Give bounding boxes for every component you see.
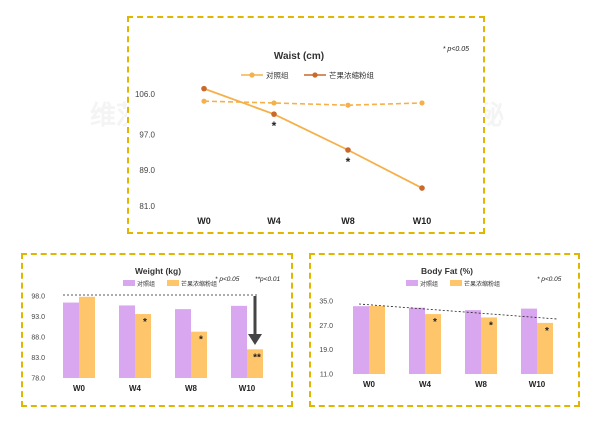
y-tick-label: 27.0 (319, 323, 333, 330)
y-tick-label: 98.0 (31, 294, 45, 301)
y-tick-label: 19.0 (319, 347, 333, 354)
y-tick-label: 88.0 (31, 335, 45, 342)
significance-note: * p<0.05 (443, 46, 469, 53)
body-fat-chart-panel: Body Fat (%) * p<0.05 对照组 芒果浓缩粉组 35.0 27.0 19.… (309, 253, 580, 407)
y-tick-label: 81.0 (139, 202, 155, 211)
y-tick-label: 78.0 (31, 376, 45, 383)
y-tick-label: 97.0 (139, 130, 155, 139)
weight-chart: Weight (kg) * p<0.05 **p<0.01 对照组 芒果浓缩粉组 98.0… (31, 266, 281, 393)
x-tick-label: W10 (239, 384, 256, 393)
legend-swatch (450, 280, 462, 286)
bar-treatment (425, 314, 441, 374)
series-line-treatment (203, 87, 423, 189)
data-point-control (419, 100, 425, 106)
x-tick-label: W0 (197, 216, 211, 226)
x-tick-label: W0 (73, 384, 86, 393)
bar-control (465, 310, 481, 374)
bar-control (409, 307, 425, 374)
data-point-treatment (201, 85, 207, 92)
bar-control (231, 305, 247, 378)
x-tick-label: W4 (419, 380, 432, 389)
bar-treatment (537, 322, 553, 374)
significance-marker: * (143, 317, 147, 328)
data-point-treatment (345, 147, 351, 153)
legend-swatch (123, 280, 135, 286)
legend-swatch (167, 280, 179, 286)
trend-line (358, 303, 558, 320)
x-tick-label: W8 (341, 216, 355, 226)
bar-control (63, 302, 79, 378)
x-tick-label: W10 (413, 216, 432, 226)
legend-swatch-marker (312, 72, 318, 78)
waist-chart: Waist (cm) * p<0.05 对照组 芒果浓缩粉组 106.0 97.0 89.0… (135, 46, 469, 226)
legend-label: 芒果浓缩粉组 (181, 280, 217, 288)
x-tick-label: W8 (475, 380, 488, 389)
bar-control (119, 305, 135, 378)
legend-swatch-marker (249, 72, 255, 78)
series-line-control (203, 100, 423, 107)
data-point-treatment (419, 185, 425, 191)
legend-swatch (406, 280, 418, 286)
bar-treatment (481, 317, 497, 374)
x-tick-label: W4 (267, 216, 281, 226)
significance-marker: ** (253, 352, 261, 363)
significance-marker: * (433, 317, 437, 328)
legend-label: 对照组 (137, 280, 155, 288)
significance-marker: * (272, 119, 277, 133)
y-tick-label: 83.0 (31, 355, 45, 362)
chart-title: Body Fat (%) (421, 266, 473, 276)
significance-note: * p<0.05 (215, 276, 240, 283)
legend-label: 芒果浓缩粉组 (329, 70, 374, 80)
body-fat-chart: Body Fat (%) * p<0.05 对照组 芒果浓缩粉组 35.0 27.0 19.… (319, 266, 562, 389)
data-point-control (345, 102, 351, 108)
bar-treatment (135, 314, 151, 378)
bar-control (175, 309, 191, 378)
significance-note: * p<0.05 (537, 276, 562, 283)
x-tick-label: W8 (185, 384, 198, 393)
x-tick-label: W10 (529, 380, 546, 389)
bar-treatment (369, 305, 385, 374)
significance-note: **p<0.01 (255, 276, 281, 283)
bar-treatment (247, 349, 263, 378)
chart-title: Waist (cm) (274, 51, 324, 62)
significance-marker: * (199, 335, 203, 346)
weight-chart-panel: Weight (kg) * p<0.05 **p<0.01 对照组 芒果浓缩粉组 98.0… (21, 253, 293, 407)
significance-marker: * (545, 326, 549, 337)
y-tick-label: 89.0 (139, 166, 155, 175)
bar-control (521, 308, 537, 374)
y-tick-label: 35.0 (319, 299, 333, 306)
bar-treatment (79, 296, 95, 378)
significance-marker: * (346, 155, 351, 169)
legend-label: 对照组 (266, 70, 289, 80)
arrow-head (248, 334, 262, 345)
data-point-control (201, 98, 207, 104)
y-tick-label: 106.0 (135, 90, 156, 99)
legend-label: 芒果浓缩粉组 (464, 280, 500, 288)
chart-title: Weight (kg) (135, 266, 181, 276)
significance-marker: * (489, 320, 493, 331)
bar-control (353, 306, 369, 374)
y-tick-label: 11.0 (320, 372, 333, 379)
y-tick-label: 93.0 (31, 314, 45, 321)
legend-label: 对照组 (420, 280, 438, 288)
data-point-treatment (271, 111, 277, 117)
waist-chart-panel: Waist (cm) * p<0.05 对照组 芒果浓缩粉组 106.0 97.0 89.0… (127, 16, 485, 234)
bar-treatment (191, 331, 207, 378)
data-point-control (271, 100, 277, 106)
x-tick-label: W0 (363, 380, 376, 389)
x-tick-label: W4 (129, 384, 142, 393)
